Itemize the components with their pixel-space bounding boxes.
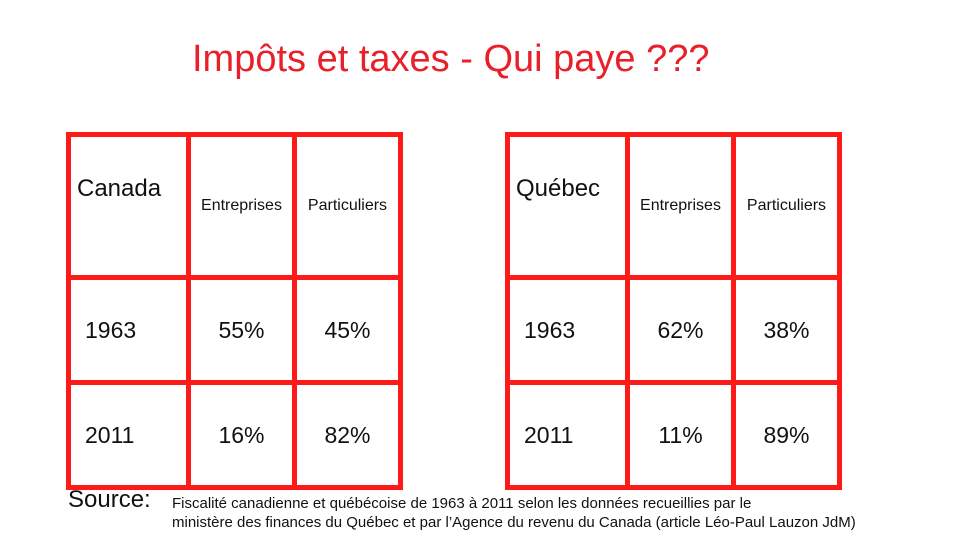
column-header: Particuliers (731, 132, 842, 280)
page-title: Impôts et taxes - Qui paye ??? (192, 38, 710, 80)
year-cell: 2011 (505, 380, 630, 490)
value-cell: 16% (186, 380, 297, 490)
value-cell: 82% (292, 380, 403, 490)
table-header-row: Canada Entreprises Particuliers (66, 132, 403, 280)
region-label: Canada (66, 132, 191, 280)
value-cell: 62% (625, 275, 736, 385)
source-label: Source: (68, 486, 151, 513)
source-line: Fiscalité canadienne et québécoise de 19… (172, 495, 752, 512)
value-cell: 55% (186, 275, 297, 385)
source-citation: Fiscalité canadienne et québécoise de 19… (172, 494, 942, 532)
table-row: 1963 62% 38% (505, 275, 842, 385)
table-row: 1963 55% 45% (66, 275, 403, 385)
value-cell: 38% (731, 275, 842, 385)
canada-table: Canada Entreprises Particuliers 1963 55%… (66, 132, 403, 490)
value-cell: 89% (731, 380, 842, 490)
column-header: Entreprises (186, 132, 297, 280)
region-label: Québec (505, 132, 630, 280)
column-header: Particuliers (292, 132, 403, 280)
value-cell: 11% (625, 380, 736, 490)
year-cell: 1963 (505, 275, 630, 385)
year-cell: 1963 (66, 275, 191, 385)
table-row: 2011 11% 89% (505, 380, 842, 490)
table-header-row: Québec Entreprises Particuliers (505, 132, 842, 280)
year-cell: 2011 (66, 380, 191, 490)
source-line: ministère des finances du Québec et par … (172, 514, 856, 531)
table-row: 2011 16% 82% (66, 380, 403, 490)
quebec-table: Québec Entreprises Particuliers 1963 62%… (505, 132, 842, 490)
column-header: Entreprises (625, 132, 736, 280)
value-cell: 45% (292, 275, 403, 385)
